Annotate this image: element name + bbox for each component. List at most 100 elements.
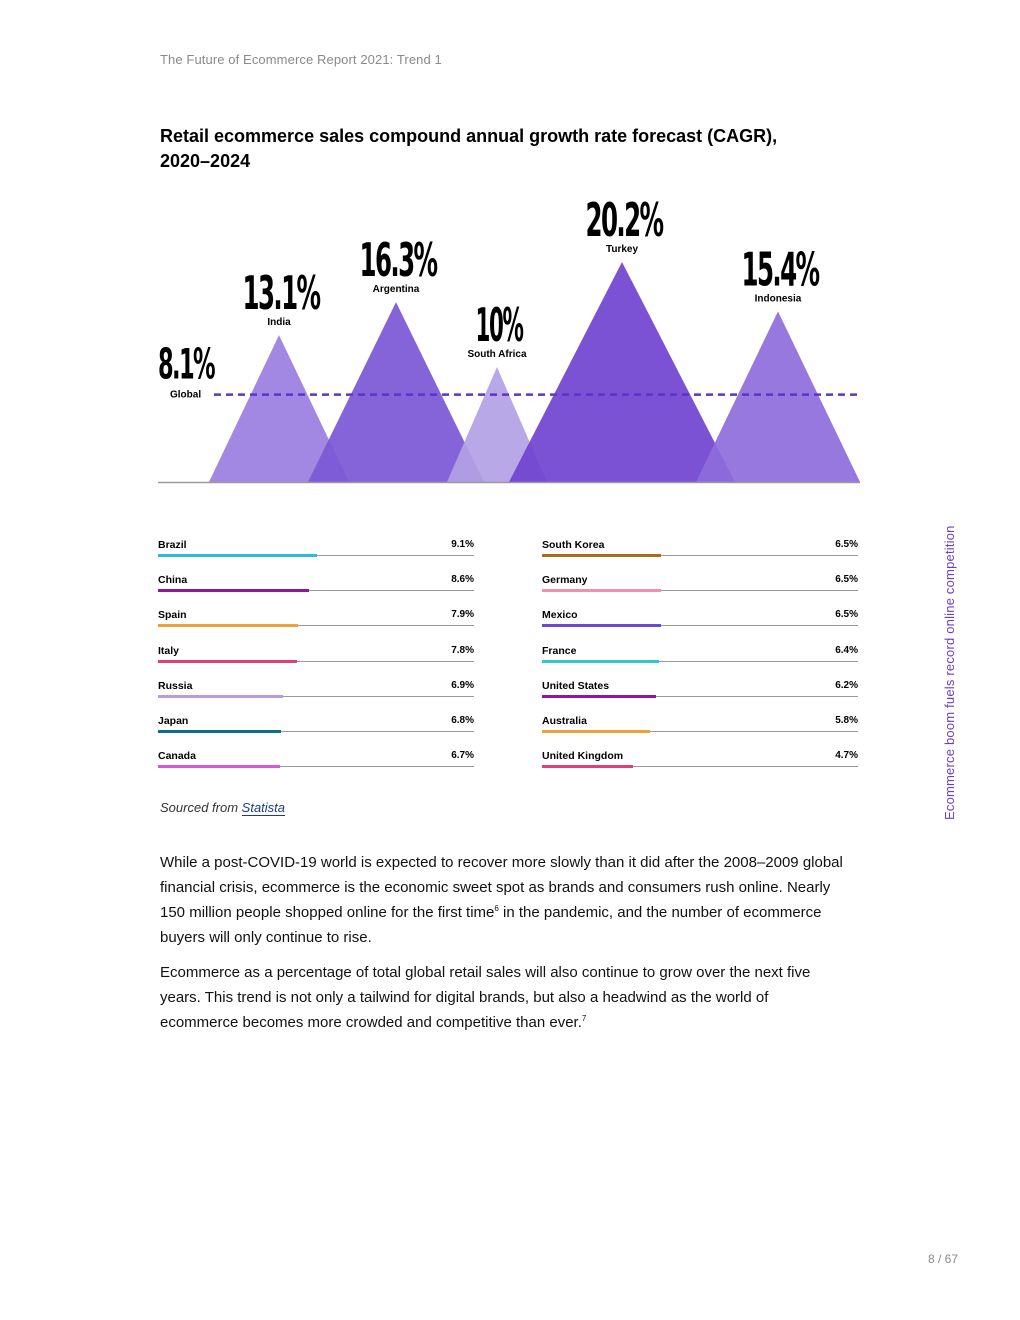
mountain-indonesia [696,311,860,482]
bar-label-japan: Japan [158,714,189,727]
bar-value-canada: 6.7% [451,750,474,762]
bar-fill-south-korea [542,554,661,557]
bar-label-australia: Australia [542,714,587,727]
mountain-argentina [308,302,484,482]
side-section-label: Ecommerce boom fuels record online compe… [942,525,957,820]
country-label-india: India [267,317,291,328]
value-label-global: 8.1% [158,340,215,389]
country-label-turkey: Turkey [606,244,638,255]
source-note: Sourced from Statista [160,800,286,816]
bar-row-south-korea: South Korea 6.5% [542,535,858,570]
bar-fill-united-states [542,694,656,698]
bar-value-russia: 6.9% [451,679,474,691]
bar-fill-italy [158,659,297,663]
bar-track-australia [542,730,858,732]
p2-text: Ecommerce as a percentage of total globa… [160,964,811,1031]
bar-label-russia: Russia [158,679,193,692]
bar-label-italy: Italy [158,644,180,657]
value-label-argentina: 16.3% [360,233,438,287]
bar-value-china: 8.6% [451,574,474,586]
bar-row-united-kingdom: United Kingdom 4.7% [542,746,858,781]
mountain-india [209,335,349,482]
bar-track-south-korea [542,555,858,556]
bar-label-mexico: Mexico [542,609,578,622]
bar-label-united-kingdom: United Kingdom [542,750,624,763]
bar-label-south-korea: South Korea [542,539,605,551]
bar-fill-mexico [542,624,661,628]
bar-value-germany: 6.5% [835,574,858,586]
bar-value-japan: 6.8% [451,714,474,726]
bar-value-south-korea: 6.5% [835,539,858,550]
value-label-india: 13.1% [243,266,321,320]
bar-track-france [542,660,858,662]
bar-value-italy: 7.8% [451,644,474,656]
bar-value-spain: 7.9% [451,609,474,621]
country-label-argentina: Argentina [373,284,420,295]
bar-row-mexico: Mexico 6.5% [542,605,858,640]
country-label-south-africa: South Africa [467,349,527,360]
bar-value-australia: 5.8% [835,714,858,726]
bar-row-australia: Australia 5.8% [542,711,858,746]
bar-label-canada: Canada [158,750,196,763]
mountain-turkey [509,261,735,482]
bar-track-germany [542,590,858,592]
country-label-indonesia: Indonesia [755,293,802,304]
page-number: 8 / 67 [927,1252,958,1266]
bar-row-brazil: Brazil 9.1% [158,535,474,570]
bar-track-mexico [542,625,858,627]
value-label-south-africa: 10% [476,298,524,352]
body-paragraph-1: While a post-COVID-19 world is expected … [160,850,850,950]
mountain-south-africa [447,367,547,482]
bar-track-spain [158,625,474,627]
bar-fill-spain [158,624,299,628]
bar-row-japan: Japan 6.8% [158,711,474,746]
country-bars-left: Brazil 9.1% China 8.6% Spain 7.9% Italy 7.8% Rus… [158,535,474,781]
bar-fill-japan [158,729,282,733]
bar-label-germany: Germany [542,574,588,587]
bar-track-italy [158,660,474,662]
bar-fill-germany [542,589,661,593]
bar-fill-united-kingdom [542,765,633,769]
footnote-7[interactable]: 7 [581,1014,587,1023]
value-label-indonesia: 15.4% [742,242,820,296]
bar-label-france: France [542,644,577,657]
value-label-turkey: 20.2% [586,193,664,247]
bar-track-canada [158,766,474,768]
p1-text-a: While a post-COVID-19 world is expected … [160,854,843,921]
bar-value-brazil: 9.1% [451,539,474,550]
bar-track-united-states [542,695,858,697]
bar-value-france: 6.4% [835,644,858,656]
bar-fill-china [158,589,310,593]
country-bars-right: South Korea 6.5% Germany 6.5% Mexico 6.5% Fran… [542,535,858,781]
bar-row-russia: Russia 6.9% [158,676,474,711]
bar-fill-france [542,659,659,663]
body-paragraph-2: Ecommerce as a percentage of total globa… [160,960,850,1035]
bar-value-united-kingdom: 4.7% [835,750,858,762]
bar-label-united-states: United States [542,679,610,692]
bar-label-spain: Spain [158,609,187,622]
bar-row-france: France 6.4% [542,641,858,676]
source-prefix: Sourced from [160,800,242,815]
bar-fill-canada [158,765,280,769]
bar-track-japan [158,730,474,732]
bar-value-united-states: 6.2% [835,679,858,691]
bar-row-spain: Spain 7.9% [158,605,474,640]
bar-row-china: China 8.6% [158,570,474,605]
bar-row-germany: Germany 6.5% [542,570,858,605]
bar-fill-australia [542,729,650,733]
running-header: The Future of Ecommerce Report 2021: Tre… [160,52,442,67]
footnote-6[interactable]: 6 [494,904,499,913]
bar-track-united-kingdom [542,766,858,768]
bar-fill-russia [158,694,283,698]
statista-link[interactable]: Statista [241,800,286,816]
bar-label-brazil: Brazil [158,539,187,551]
bar-row-united-states: United States 6.2% [542,676,858,711]
bar-track-china [158,590,474,592]
country-label-global: Global [170,390,201,401]
mountain-chart: 8.1%Global 13.1%India 16.3%Argentina 10%Sou… [158,193,860,484]
p1-text-b: in the pandemic, and the number of ecomm… [160,904,822,946]
bar-label-china: China [158,574,188,587]
bar-row-canada: Canada 6.7% [158,746,474,781]
bar-fill-brazil [158,554,317,557]
chart-title: Retail ecommerce sales compound annual g… [160,126,778,171]
